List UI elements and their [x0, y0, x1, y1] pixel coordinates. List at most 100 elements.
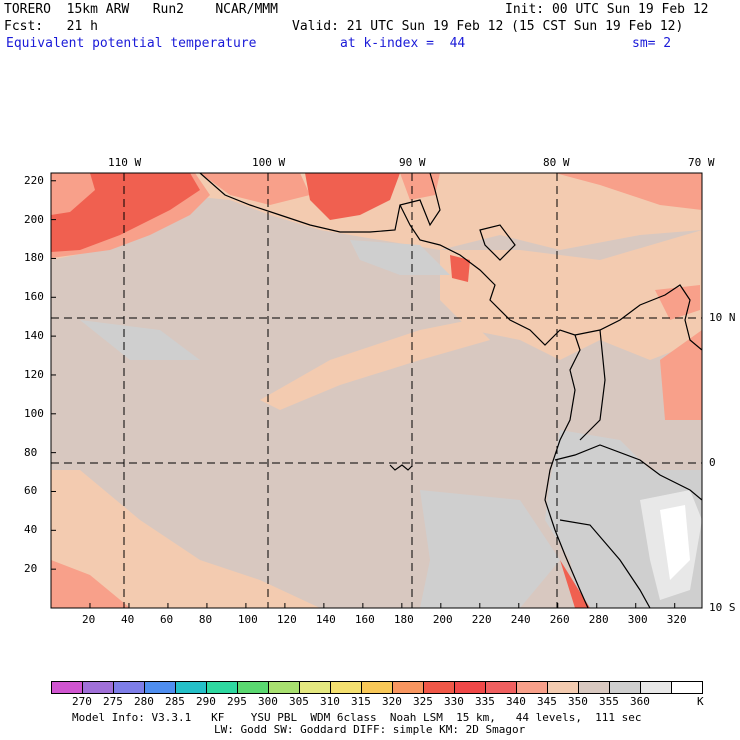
field-hot-top	[305, 173, 400, 220]
y-tick-label: 200	[24, 212, 44, 226]
x-tick-label: 40	[120, 613, 135, 626]
colorbar-label: 320	[382, 695, 402, 708]
colorbar-swatch	[268, 681, 300, 694]
lon-label-100w: 100 W	[252, 156, 286, 169]
colorbar-swatch	[609, 681, 641, 694]
x-tick-label: 60	[159, 613, 174, 626]
colorbar-swatch	[206, 681, 238, 694]
smoothing-label: sm= 2	[632, 36, 672, 51]
field-coldest-andes	[660, 505, 690, 580]
lon-label-110w: 110 W	[108, 156, 142, 169]
graticule	[51, 173, 702, 608]
colorbar-label: 330	[444, 695, 464, 708]
colorbar-label: 290	[196, 695, 216, 708]
y-tick-label: 20	[24, 562, 38, 576]
colorbar-label: 345	[537, 695, 557, 708]
colorbar-label: 270	[72, 695, 92, 708]
colorbar-swatch	[51, 681, 83, 694]
x-tick-label: 260	[549, 613, 570, 626]
field-cool-west	[80, 320, 200, 360]
forecast-hour: Fcst: 21 h	[4, 19, 98, 34]
colorbar-label: 340	[506, 695, 526, 708]
colorbar-label: 275	[103, 695, 123, 708]
colorbar-label: 335	[475, 695, 495, 708]
lon-label-70w: 70 W	[688, 156, 715, 169]
valid-time: Valid: 21 UTC Sun 19 Feb 12 (15 CST Sun …	[292, 19, 684, 34]
colorbar-label: 315	[351, 695, 371, 708]
y-tick-label: 120	[24, 367, 44, 381]
lat-label-10n: 10 N	[709, 311, 736, 324]
model-info: Model Info: V3.3.1 KF YSU PBL WDM 6class…	[72, 711, 642, 724]
field-hot-sw	[51, 560, 130, 608]
field-hot-central-america	[450, 255, 470, 282]
x-tick-label: 200	[432, 613, 453, 626]
colorbar-label: 310	[320, 695, 340, 708]
colorbar-label: 360	[630, 695, 650, 708]
x-tick-label: 240	[510, 613, 531, 626]
lon-label-90w: 90 W	[399, 156, 426, 169]
x-tick-label: 320	[666, 613, 687, 626]
axis-ticks	[51, 180, 676, 608]
colorbar-swatch	[175, 681, 207, 694]
x-tick-label: 160	[354, 613, 375, 626]
colorbar-swatch	[671, 681, 703, 694]
x-tick-label: 80	[198, 613, 213, 626]
field-name: Equivalent potential temperature	[6, 36, 257, 51]
theta-e-field	[51, 173, 702, 608]
colorbar-label: 325	[413, 695, 433, 708]
colorbar-label: 295	[227, 695, 247, 708]
colorbar-swatch	[454, 681, 486, 694]
field-cool-south	[420, 490, 560, 608]
x-tick-label: 300	[627, 613, 648, 626]
x-tick-label: 100	[237, 613, 258, 626]
colorbar-label: 300	[258, 695, 278, 708]
colorbar-swatch	[640, 681, 672, 694]
lat-label-0: 0	[709, 456, 716, 469]
colorbar-swatch	[547, 681, 579, 694]
colorbar-label: 280	[134, 695, 154, 708]
colorbar-swatch	[330, 681, 362, 694]
colorbar-swatch	[113, 681, 145, 694]
field-hot-nw-inner	[51, 173, 95, 215]
x-tick-label: 20	[81, 613, 96, 626]
colorbar-swatch	[82, 681, 114, 694]
lon-label-80w: 80 W	[543, 156, 570, 169]
colorbar-swatch	[516, 681, 548, 694]
physics-info: LW: Godd SW: Goddard DIFF: simple KM: 2D…	[214, 723, 526, 736]
x-tick-label: 180	[393, 613, 414, 626]
field-warm-band	[260, 320, 490, 410]
y-tick-label: 40	[24, 523, 38, 537]
field-hot-top-mid	[200, 173, 310, 205]
field-warm-sw	[51, 470, 320, 608]
y-tick-label: 100	[24, 406, 44, 420]
y-tick-label: 80	[24, 445, 38, 459]
colorbar-label: 350	[568, 695, 588, 708]
field-hot-ne	[555, 173, 702, 210]
field-hot-east	[660, 330, 702, 420]
colorbar-swatch	[392, 681, 424, 694]
x-tick-label: 280	[588, 613, 609, 626]
colorbar-label: 355	[599, 695, 619, 708]
colorbar-swatch	[578, 681, 610, 694]
plot-frame	[50, 172, 703, 609]
level-index: at k-index = 44	[340, 36, 466, 51]
y-tick-label: 220	[24, 173, 44, 187]
field-warm-north	[51, 173, 702, 260]
colorbar-swatch	[299, 681, 331, 694]
field-hot-top-east	[400, 173, 440, 200]
field-cool-gulf	[350, 240, 450, 275]
colorbar-label: 285	[165, 695, 185, 708]
y-tick-label: 140	[24, 329, 44, 343]
x-tick-label: 140	[315, 613, 336, 626]
colorbar-unit: K	[697, 695, 704, 708]
x-tick-label: 220	[471, 613, 492, 626]
colorbar-swatch	[361, 681, 393, 694]
field-warm-east	[440, 230, 702, 360]
colorbar-swatch	[423, 681, 455, 694]
colorbar-swatch	[485, 681, 517, 694]
lat-label-10s: 10 S	[709, 601, 736, 614]
colorbar-swatch	[144, 681, 176, 694]
model-run-title: TORERO 15km ARW Run2 NCAR/MMM	[4, 2, 278, 17]
coastlines	[199, 173, 702, 608]
y-tick-label: 60	[24, 484, 38, 498]
